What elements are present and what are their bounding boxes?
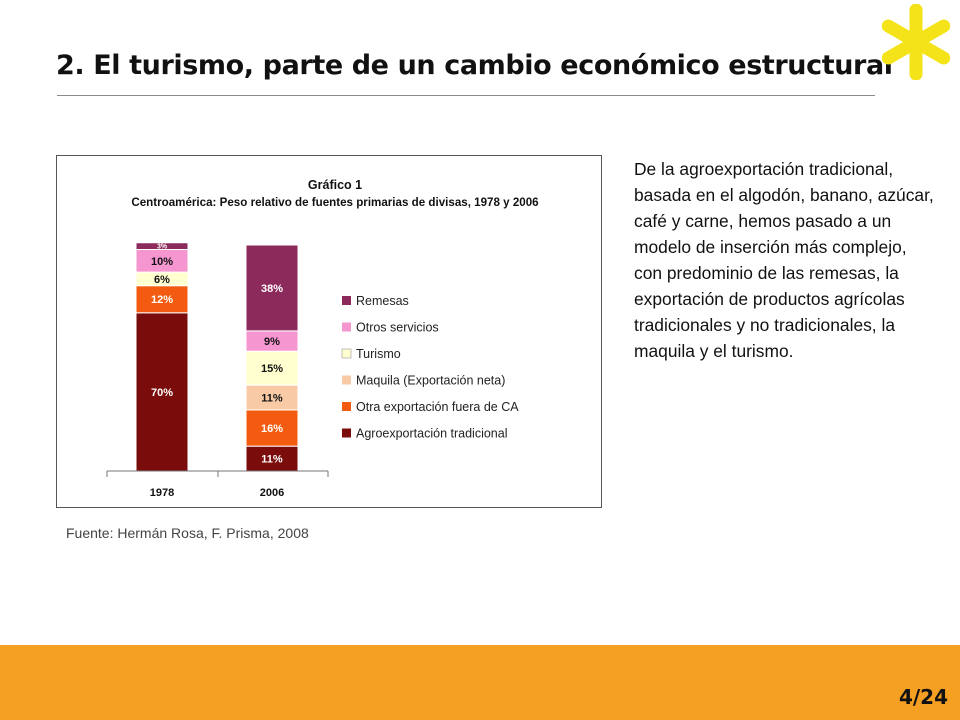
- data-label: 6%: [154, 274, 170, 286]
- legend-label: Turismo: [356, 347, 401, 361]
- bar-segment: [135, 242, 189, 251]
- legend-label: Maquila (Exportación neta): [356, 374, 505, 388]
- data-label: 38%: [261, 283, 283, 295]
- legend-swatch: [342, 428, 351, 438]
- legend-label: Otros servicios: [356, 321, 439, 335]
- stacked-bar-chart: Gráfico 1 Centroamérica: Peso relativo d…: [106, 178, 539, 499]
- data-label: 10%: [151, 256, 173, 268]
- legend-label: Otra exportación fuera de CA: [356, 400, 519, 414]
- bar-segment: [245, 244, 299, 332]
- asterisk-icon: [881, 4, 951, 80]
- data-label: 9%: [264, 336, 280, 348]
- x-tick-label: 2006: [260, 487, 284, 499]
- bar-segment: [245, 409, 299, 447]
- data-label: 3%: [157, 244, 168, 251]
- chart-source: Fuente: Hermán Rosa, F. Prisma, 2008: [66, 525, 309, 541]
- bar-segment: [245, 350, 299, 386]
- legend-swatch: [342, 322, 351, 332]
- chart-subtitle: Centroamérica: Peso relativo de fuentes …: [131, 196, 539, 209]
- legend-swatch: [342, 296, 351, 305]
- legend-swatch: [341, 348, 352, 359]
- data-label: 15%: [261, 363, 283, 375]
- data-label: 12%: [151, 294, 173, 306]
- legend-swatch: [342, 402, 351, 411]
- data-label: 11%: [261, 454, 283, 466]
- slide-title: 2. El turismo, parte de un cambio económ…: [56, 50, 893, 81]
- legend-label: Remesas: [356, 294, 409, 308]
- data-label: 11%: [261, 393, 283, 405]
- legend-swatch: [342, 375, 351, 385]
- chart-title: Gráfico 1: [308, 178, 362, 192]
- asterisk-arm: [881, 19, 951, 65]
- data-label: 70%: [151, 387, 173, 399]
- bar-segment: [135, 312, 189, 472]
- title-divider: [57, 95, 875, 96]
- bar-segment: [245, 384, 299, 411]
- data-label: 16%: [261, 423, 283, 435]
- body-paragraph: De la agroexportación tradicional, basad…: [634, 159, 934, 361]
- footer-bar: 4/24: [0, 645, 960, 720]
- legend-label: Agroexportación tradicional: [356, 427, 507, 441]
- chart-frame: Gráfico 1 Centroamérica: Peso relativo d…: [56, 155, 602, 508]
- page-number: 4/24: [898, 685, 948, 709]
- x-tick-label: 1978: [150, 487, 174, 499]
